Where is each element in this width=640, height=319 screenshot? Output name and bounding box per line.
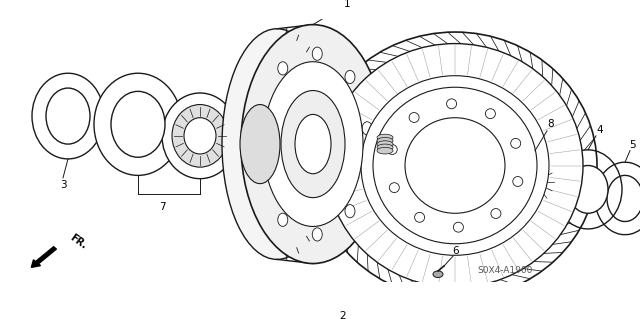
Ellipse shape <box>362 153 372 167</box>
Ellipse shape <box>373 87 537 244</box>
Ellipse shape <box>172 105 228 167</box>
Ellipse shape <box>377 147 393 154</box>
Ellipse shape <box>513 176 523 186</box>
Ellipse shape <box>222 29 332 259</box>
Ellipse shape <box>415 212 424 222</box>
Ellipse shape <box>278 213 288 226</box>
Ellipse shape <box>241 25 385 263</box>
Ellipse shape <box>312 47 323 60</box>
Ellipse shape <box>377 144 393 151</box>
Text: 4: 4 <box>596 125 604 135</box>
Ellipse shape <box>447 99 456 109</box>
Text: 7: 7 <box>159 202 166 212</box>
Ellipse shape <box>507 151 563 213</box>
Ellipse shape <box>162 93 238 179</box>
FancyArrow shape <box>31 247 56 267</box>
Text: FR.: FR. <box>68 232 88 250</box>
Ellipse shape <box>256 167 266 180</box>
Ellipse shape <box>263 62 363 226</box>
Ellipse shape <box>32 73 104 159</box>
Ellipse shape <box>295 115 331 174</box>
Ellipse shape <box>389 183 399 193</box>
Ellipse shape <box>568 166 608 213</box>
Text: 6: 6 <box>452 246 460 256</box>
Ellipse shape <box>433 271 443 278</box>
Text: 8: 8 <box>548 119 554 129</box>
Ellipse shape <box>485 109 495 119</box>
Ellipse shape <box>524 170 546 194</box>
Text: 1: 1 <box>344 0 350 9</box>
Ellipse shape <box>240 105 280 184</box>
Text: 5: 5 <box>630 140 636 150</box>
Ellipse shape <box>281 91 345 198</box>
Text: 2: 2 <box>340 311 346 319</box>
Ellipse shape <box>256 108 266 121</box>
Text: S0X4-A1900: S0X4-A1900 <box>477 266 532 275</box>
Ellipse shape <box>377 137 393 144</box>
Ellipse shape <box>345 70 355 84</box>
Ellipse shape <box>554 150 622 229</box>
Ellipse shape <box>345 204 355 218</box>
Ellipse shape <box>111 91 165 157</box>
Ellipse shape <box>184 118 216 154</box>
Ellipse shape <box>46 88 90 144</box>
Ellipse shape <box>453 222 463 232</box>
Ellipse shape <box>377 141 393 147</box>
Ellipse shape <box>278 62 288 75</box>
Ellipse shape <box>361 76 549 255</box>
Ellipse shape <box>377 134 393 141</box>
Ellipse shape <box>491 209 501 219</box>
Text: 3: 3 <box>60 180 67 190</box>
Ellipse shape <box>327 44 583 287</box>
Ellipse shape <box>409 113 419 122</box>
Ellipse shape <box>94 73 182 175</box>
Ellipse shape <box>511 138 521 148</box>
Ellipse shape <box>312 228 323 241</box>
Ellipse shape <box>387 145 397 154</box>
Ellipse shape <box>515 160 555 204</box>
Ellipse shape <box>362 122 372 135</box>
Ellipse shape <box>405 118 505 213</box>
